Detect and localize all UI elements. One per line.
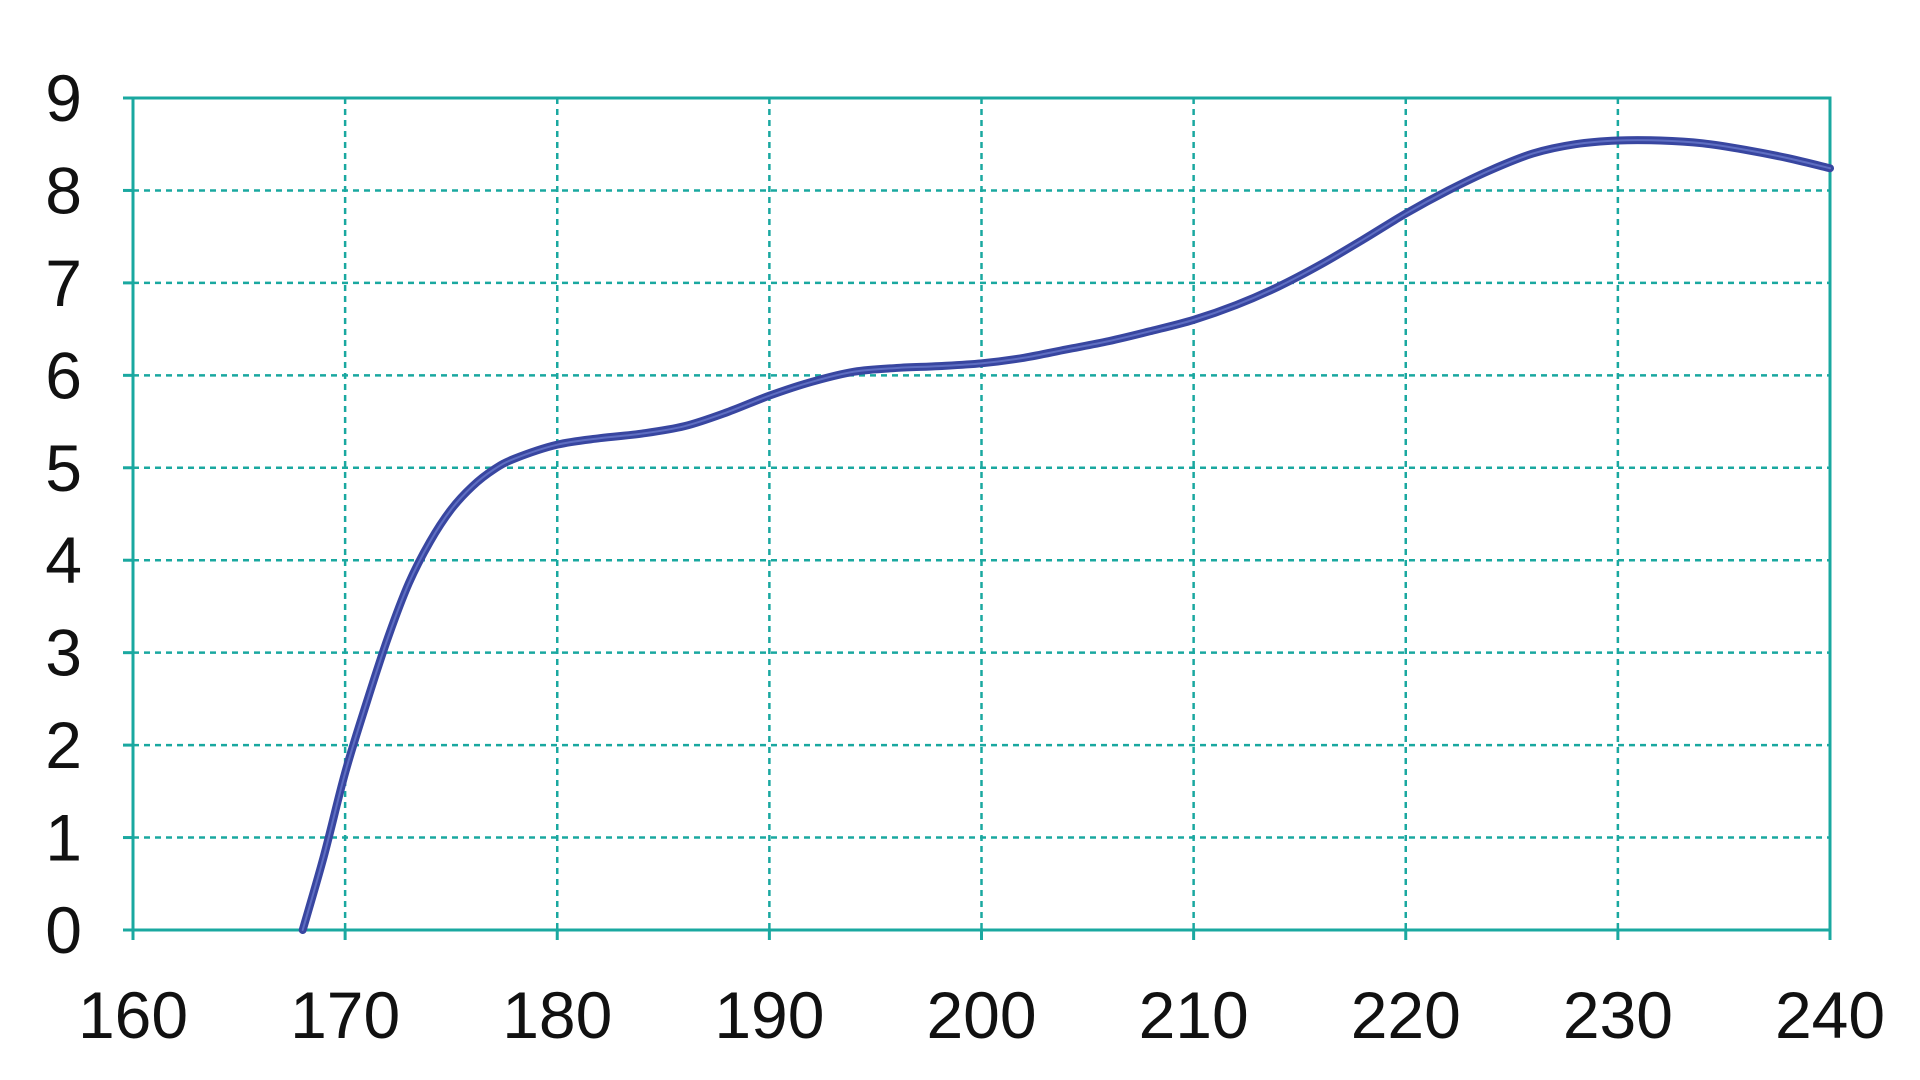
x-tick-label-220: 220 <box>1351 978 1461 1052</box>
y-tick-label-2: 2 <box>45 708 82 782</box>
x-tick-label-240: 240 <box>1775 978 1885 1052</box>
y-tick-label-5: 5 <box>45 431 82 505</box>
y-tick-label-0: 0 <box>45 893 82 967</box>
x-tick-label-230: 230 <box>1563 978 1673 1052</box>
x-tick-label-210: 210 <box>1139 978 1249 1052</box>
x-tick-label-180: 180 <box>502 978 612 1052</box>
y-tick-label-4: 4 <box>45 523 82 597</box>
series-layer <box>298 136 1834 934</box>
series-line-0 <box>298 136 1834 934</box>
grid-lines <box>133 98 1830 930</box>
x-tick-label-200: 200 <box>926 978 1036 1052</box>
x-tick-label-190: 190 <box>714 978 824 1052</box>
y-tick-label-3: 3 <box>45 616 82 690</box>
x-tick-label-160: 160 <box>78 978 188 1052</box>
y-tick-label-9: 9 <box>45 61 82 135</box>
y-tick-label-8: 8 <box>45 153 82 227</box>
x-tick-labels: 160 170 180 190 200 210 220 230 240 <box>78 978 1885 1052</box>
x-tick-label-170: 170 <box>290 978 400 1052</box>
y-tick-label-6: 6 <box>45 338 82 412</box>
axes <box>123 96 1832 940</box>
y-tick-label-1: 1 <box>45 801 82 875</box>
series-line-highlight-0 <box>301 139 1831 931</box>
y-tick-labels: 0 1 2 3 4 5 6 7 8 9 <box>45 61 82 967</box>
y-tick-label-7: 7 <box>45 246 82 320</box>
